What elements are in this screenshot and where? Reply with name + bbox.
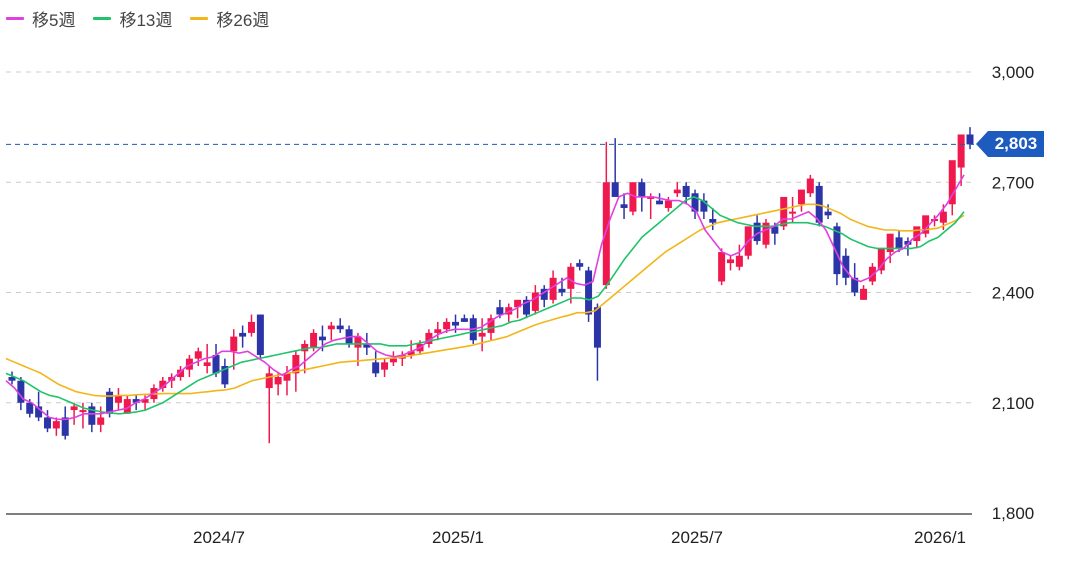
ma26-swatch-icon	[190, 17, 209, 20]
candle[interactable]	[673, 182, 681, 197]
candle[interactable]	[585, 266, 593, 322]
candle[interactable]	[629, 182, 637, 216]
candle[interactable]	[221, 358, 229, 389]
candle[interactable]	[389, 351, 397, 366]
candle[interactable]	[602, 141, 610, 289]
candle[interactable]	[567, 263, 575, 304]
legend-label-ma5: 移5週	[32, 11, 76, 30]
candle[interactable]	[159, 377, 167, 392]
x-axis-labels: 2024/7 2025/1 2025/7 2026/1	[193, 528, 966, 547]
candle[interactable]	[727, 255, 734, 271]
candles	[8, 127, 974, 444]
candle[interactable]	[327, 321, 335, 341]
legend: 移5週 移13週 移26週	[6, 6, 269, 31]
candle[interactable]	[434, 321, 442, 341]
candle[interactable]	[265, 366, 273, 444]
ma13-swatch-icon	[93, 17, 112, 20]
candle[interactable]	[611, 138, 619, 197]
candle[interactable]	[576, 259, 584, 271]
candle[interactable]	[815, 182, 823, 227]
candle[interactable]	[522, 296, 530, 319]
legend-label-ma26: 移26週	[216, 11, 270, 30]
candle[interactable]	[212, 343, 220, 378]
candle[interactable]	[114, 388, 122, 411]
candle[interactable]	[593, 303, 601, 381]
candle[interactable]	[35, 391, 43, 422]
candle[interactable]	[381, 358, 389, 378]
x-tick-label: 2026/1	[914, 528, 966, 547]
x-tick-label: 2025/1	[432, 528, 484, 547]
candle[interactable]	[966, 127, 974, 150]
candle[interactable]	[762, 219, 770, 249]
y-tick-label: 2,100	[992, 394, 1035, 413]
candle[interactable]	[123, 395, 131, 414]
candle[interactable]	[753, 215, 761, 245]
candle[interactable]	[700, 193, 708, 219]
candle[interactable]	[256, 314, 264, 359]
legend-item-ma26[interactable]: 移26週	[190, 6, 269, 31]
y-axis-labels: 3,000 2,700 2,400 2,100 1,800	[992, 63, 1035, 523]
candle[interactable]	[17, 377, 25, 411]
candle[interactable]	[514, 299, 522, 319]
candle[interactable]	[505, 303, 513, 322]
candle[interactable]	[61, 406, 69, 440]
y-tick-label: 3,000	[992, 63, 1035, 82]
y-tick-label: 1,800	[992, 504, 1035, 523]
candle[interactable]	[877, 248, 885, 275]
candle[interactable]	[239, 325, 247, 348]
candle[interactable]	[185, 354, 193, 378]
candle[interactable]	[620, 193, 628, 219]
candle[interactable]	[177, 366, 185, 381]
candle[interactable]	[425, 329, 433, 348]
candle[interactable]	[372, 351, 380, 378]
candle[interactable]	[248, 314, 255, 337]
candle[interactable]	[8, 371, 16, 385]
candle[interactable]	[283, 366, 291, 396]
legend-item-ma13[interactable]: 移13週	[93, 6, 172, 31]
current-price-badge: 2,803	[976, 131, 1044, 158]
x-tick-label: 2024/7	[193, 528, 245, 547]
ma5-swatch-icon	[6, 17, 24, 20]
candle[interactable]	[913, 226, 921, 249]
candle[interactable]	[797, 189, 805, 212]
candle[interactable]	[301, 340, 309, 374]
candle[interactable]	[842, 248, 850, 286]
candle[interactable]	[274, 373, 282, 396]
candle[interactable]	[336, 318, 344, 333]
x-tick-label: 2025/7	[671, 528, 723, 547]
ma26-line	[5, 203, 965, 397]
candle[interactable]	[718, 248, 726, 286]
candle[interactable]	[638, 178, 646, 212]
candle[interactable]	[478, 318, 486, 352]
y-tick-label: 2,400	[992, 284, 1035, 303]
candle[interactable]	[460, 314, 468, 322]
candle[interactable]	[194, 347, 202, 366]
candle[interactable]	[735, 244, 743, 271]
candle[interactable]	[860, 285, 868, 300]
grid-lines	[6, 71, 975, 404]
candle[interactable]	[230, 329, 238, 370]
candle[interactable]	[531, 285, 539, 315]
candle[interactable]	[824, 204, 832, 219]
ma13-line	[5, 196, 965, 415]
y-tick-label: 2,700	[992, 173, 1035, 192]
candle[interactable]	[52, 417, 60, 436]
candle[interactable]	[70, 402, 78, 425]
candle[interactable]	[957, 134, 965, 186]
candle[interactable]	[540, 285, 548, 308]
candle[interactable]	[806, 174, 814, 197]
candle[interactable]	[88, 402, 96, 433]
ma5-line	[5, 174, 965, 421]
moving-averages	[5, 174, 965, 421]
candle[interactable]	[948, 160, 956, 216]
candle[interactable]	[97, 406, 105, 433]
candle[interactable]	[691, 189, 699, 219]
legend-item-ma5[interactable]: 移5週	[6, 6, 75, 31]
candle[interactable]	[709, 207, 717, 231]
legend-label-ma13: 移13週	[119, 11, 173, 30]
candle[interactable]	[43, 410, 51, 433]
